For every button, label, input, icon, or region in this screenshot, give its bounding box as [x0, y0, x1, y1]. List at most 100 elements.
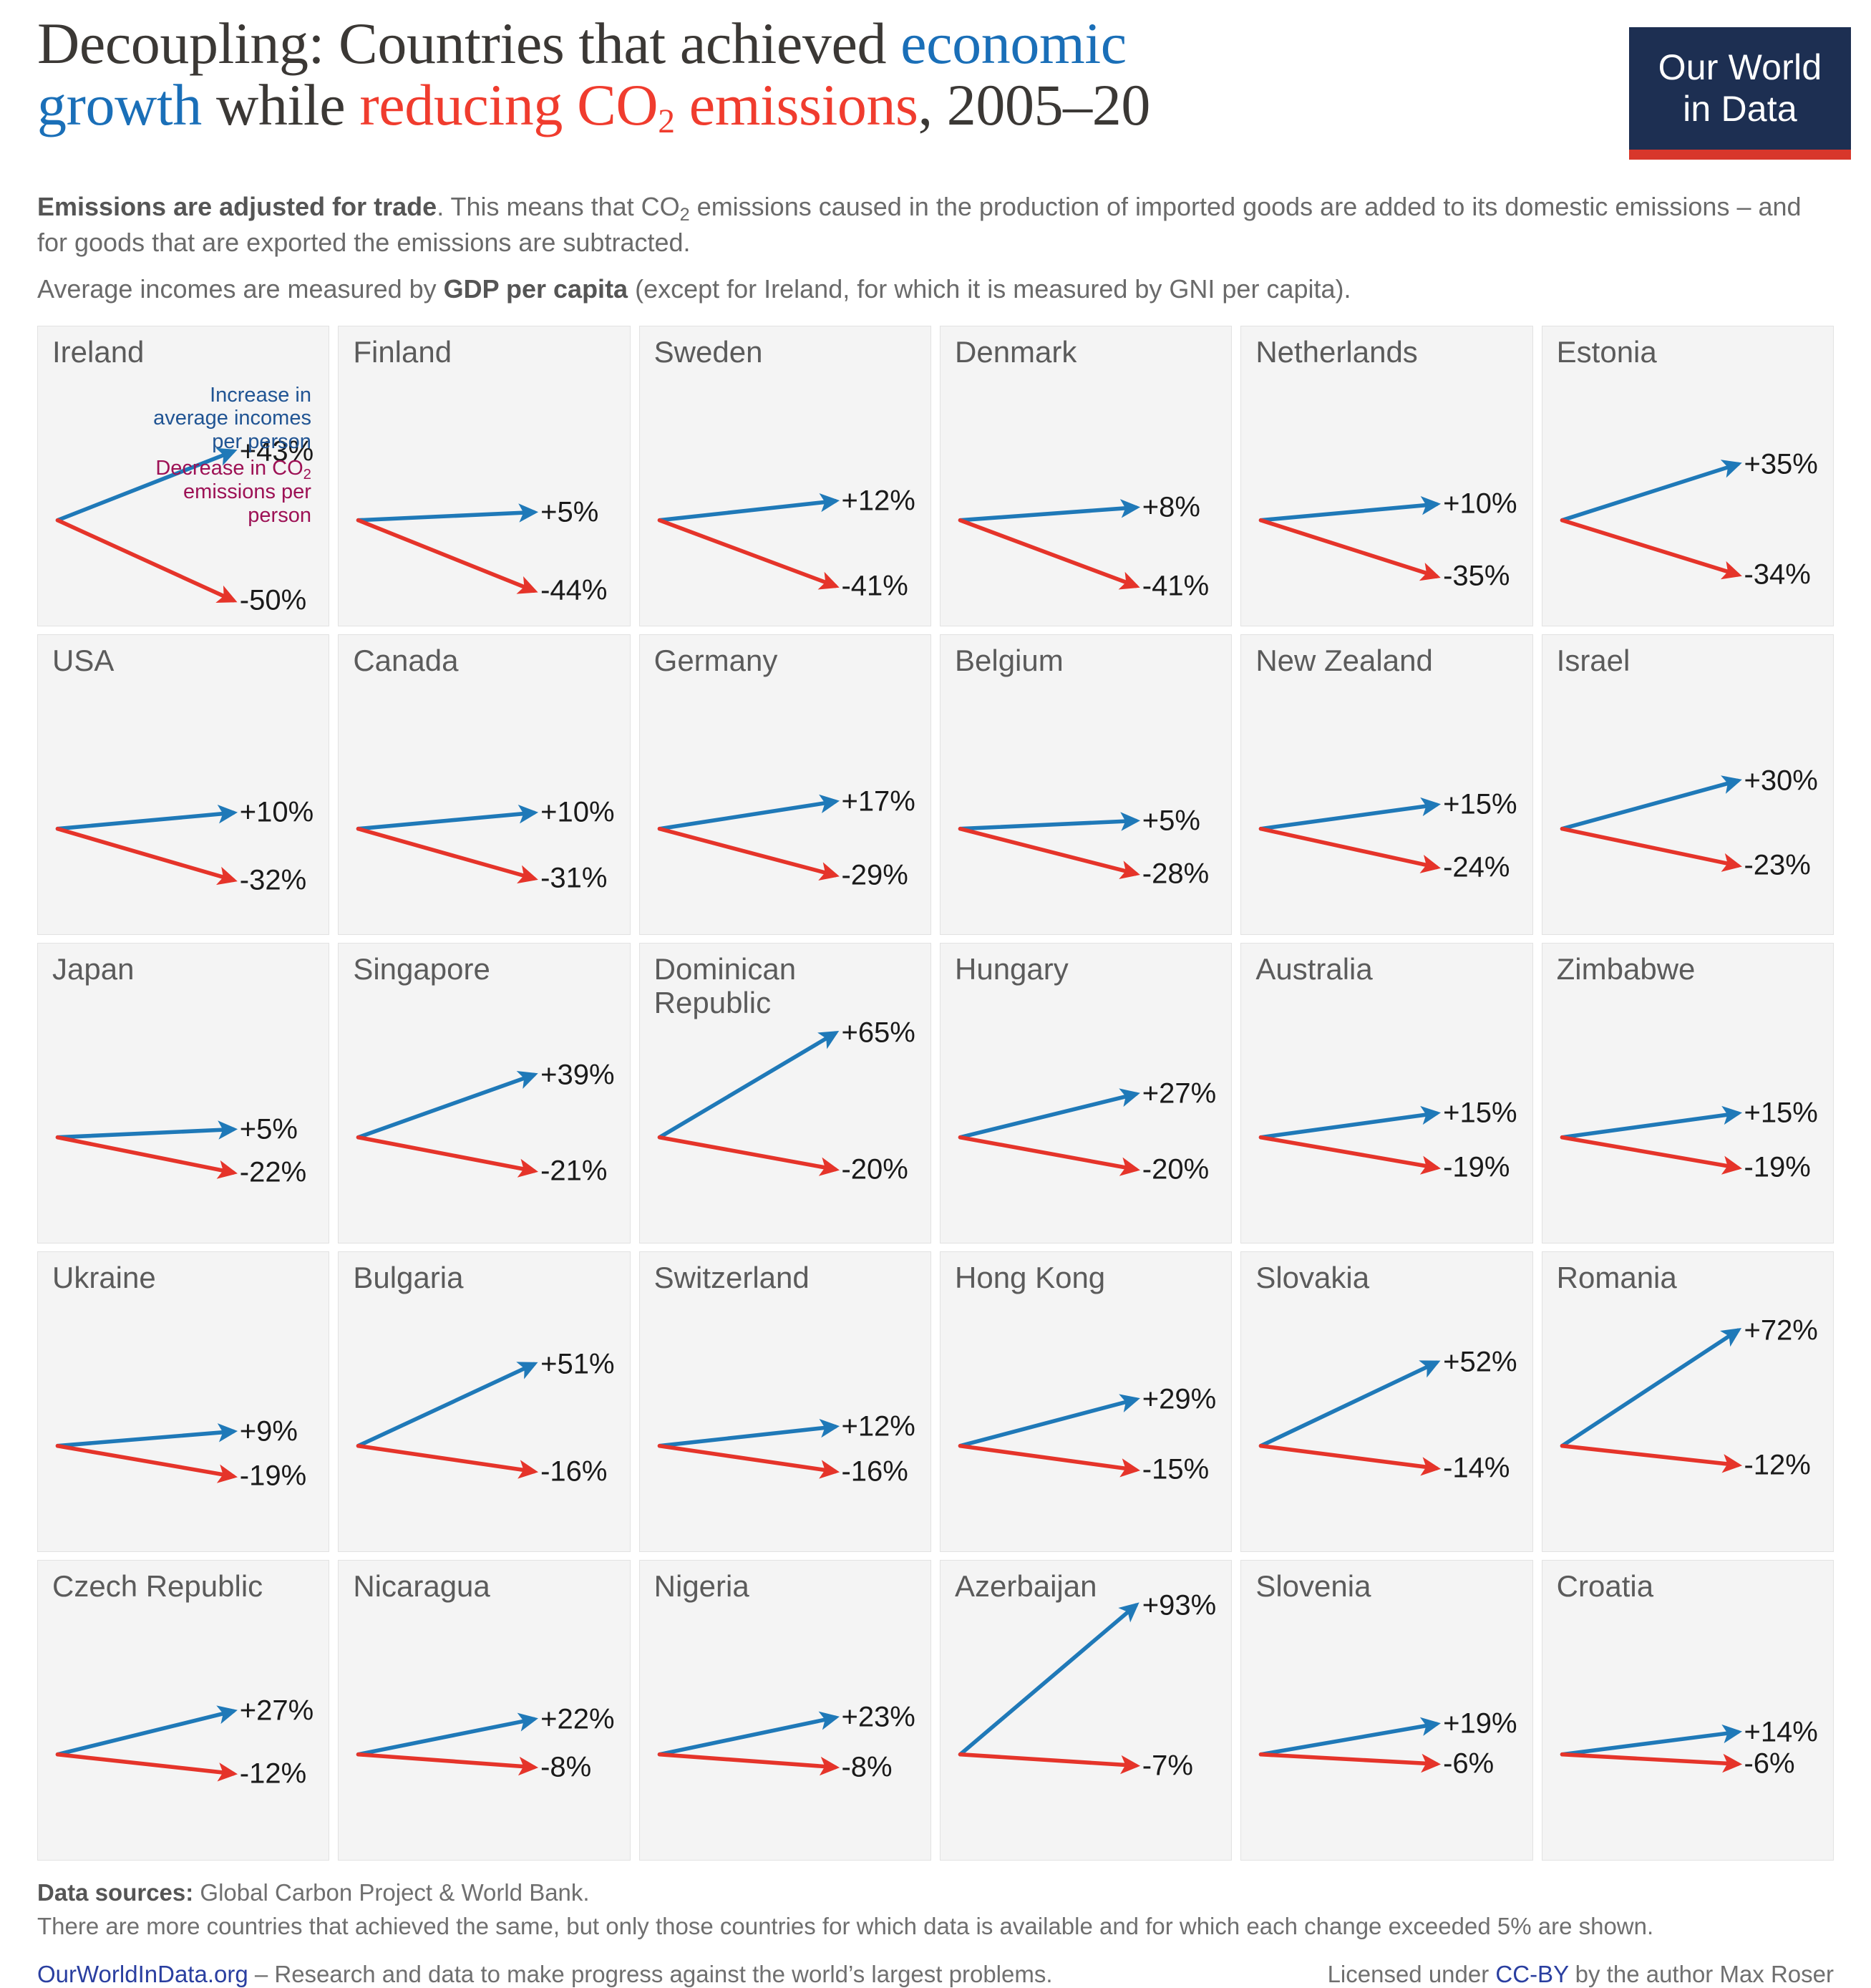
country-panel[interactable]: Singapore +39% -21% — [338, 943, 631, 1244]
co2-arrow — [1259, 827, 1442, 874]
country-panel[interactable]: New Zealand +15% -24% — [1240, 634, 1533, 936]
country-panel[interactable]: Hungary +27% -20% — [940, 943, 1233, 1244]
country-panel[interactable]: Australia +15% -19% — [1240, 943, 1533, 1244]
country-panel[interactable]: Romania +72% -12% — [1541, 1251, 1834, 1553]
income-change-label: +10% — [239, 796, 314, 828]
country-panel[interactable]: USA +10% -32% — [37, 634, 330, 936]
co2-arrow — [1259, 1135, 1442, 1175]
footer-note: There are more countries that achieved t… — [37, 1913, 1654, 1940]
panel-arrows — [958, 1394, 1141, 1478]
panel-country-name: Ukraine — [52, 1261, 156, 1295]
panel-country-name: Netherlands — [1255, 335, 1418, 369]
panel-country-name: Dominican Republic — [653, 952, 797, 1020]
income-change-label: +65% — [841, 1017, 915, 1049]
panel-country-name: Australia — [1255, 952, 1373, 986]
co2-change-label: -44% — [540, 574, 608, 606]
owid-logo-line1: Our World — [1658, 47, 1822, 87]
footer-right: Licensed under CC‑BY by the author Max R… — [1328, 1961, 1834, 1988]
income-change-label: +15% — [1744, 1097, 1818, 1129]
income-arrow — [958, 1394, 1140, 1448]
income-change-label: +19% — [1443, 1707, 1517, 1740]
country-panel[interactable]: Croatia +14% -6% — [1541, 1560, 1834, 1861]
license-author: by the author Max Roser — [1568, 1960, 1834, 1987]
panel-country-name: Slovenia — [1255, 1569, 1371, 1604]
title-segment-1: Decoupling: Countries that achieved — [37, 11, 901, 76]
income-arrow — [1259, 797, 1442, 831]
income-arrow — [657, 1031, 839, 1140]
income-arrow — [657, 493, 840, 523]
title-segment-while: while — [201, 72, 360, 138]
income-change-label: +43% — [239, 435, 314, 467]
income-change-label: +29% — [1142, 1383, 1217, 1415]
country-panel[interactable]: Germany +17% -29% — [638, 634, 931, 936]
cc-by-link[interactable]: CC‑BY — [1495, 1960, 1569, 1987]
income-change-label: +10% — [540, 796, 615, 828]
income-arrow — [55, 1120, 238, 1140]
co2-change-label: -6% — [1744, 1747, 1795, 1780]
income-change-label: +27% — [1142, 1077, 1217, 1110]
panel-arrows — [1560, 1725, 1742, 1773]
country-panel[interactable]: Canada +10% -31% — [338, 634, 631, 936]
panel-country-name: Bulgaria — [353, 1261, 464, 1295]
country-panel[interactable]: Slovakia +52% -14% — [1240, 1251, 1533, 1553]
panel-country-name: Nicaragua — [353, 1569, 490, 1604]
country-panel[interactable]: Ireland +43% -50% Increase in average income… — [37, 326, 330, 627]
country-panel[interactable]: Slovenia +19% -6% — [1240, 1560, 1533, 1861]
country-panel[interactable]: Nicaragua +22% -8% — [338, 1560, 631, 1861]
income-arrow — [356, 503, 539, 523]
income-arrow — [55, 805, 238, 831]
country-panel[interactable]: Hong Kong +29% -15% — [940, 1251, 1233, 1553]
country-panel[interactable]: Denmark +8% -41% — [940, 326, 1233, 627]
income-arrow — [356, 1712, 539, 1757]
country-panel[interactable]: Bulgaria +51% -16% — [338, 1251, 631, 1553]
panel-arrows — [55, 1120, 238, 1179]
co2-arrow — [657, 518, 840, 590]
income-arrow — [1259, 496, 1442, 523]
country-panel[interactable]: Finland +5% -44% — [338, 326, 631, 627]
country-panel[interactable]: Czech Republic +27% -12% — [37, 1560, 330, 1861]
country-panel[interactable]: Zimbabwe +15% -19% — [1541, 943, 1834, 1244]
co2-arrow — [356, 1135, 539, 1178]
country-panel[interactable]: Japan +5% -22% — [37, 943, 330, 1244]
income-arrow — [1560, 1725, 1742, 1757]
income-change-label: +5% — [1142, 805, 1200, 837]
title-co2-text: reducing CO — [359, 72, 659, 138]
country-panel[interactable]: Azerbaijan +93% -7% — [940, 1560, 1233, 1861]
income-arrow — [1560, 775, 1742, 831]
owid-logo-badge[interactable]: Our World in Data — [1629, 27, 1851, 160]
legend-income-annotation: Increase in average incomes per person — [131, 384, 311, 454]
country-panel[interactable]: Belgium +5% -28% — [940, 634, 1233, 936]
co2-change-label: -16% — [841, 1455, 908, 1488]
co2-arrow — [55, 1752, 238, 1782]
page-title: Decoupling: Countries that achieved econ… — [37, 11, 1598, 139]
panel-country-name: Croatia — [1556, 1569, 1654, 1604]
income-change-label: +35% — [1744, 448, 1818, 480]
panel-arrows — [1560, 775, 1742, 873]
co2-arrow — [55, 1444, 238, 1483]
co2-arrow — [657, 1135, 840, 1176]
panel-country-name: Hong Kong — [955, 1261, 1106, 1295]
country-panel[interactable]: Netherlands +10% -35% — [1240, 326, 1533, 627]
legend-co2-annotation: Decrease in CO2 emissions per person — [131, 457, 311, 527]
panel-country-name: Finland — [353, 335, 452, 369]
co2-change-label: -20% — [1142, 1153, 1210, 1185]
subtitle-emissions-rest: emissions caused in the production of im… — [37, 192, 1802, 258]
owid-site-link[interactable]: OurWorldInData.org — [37, 1960, 248, 1987]
co2-change-label: -41% — [1142, 570, 1210, 602]
co2-arrow — [55, 827, 238, 886]
country-panel[interactable]: Sweden +12% -41% — [638, 326, 931, 627]
title-segment-economic: economic — [900, 11, 1127, 76]
panel-country-name: Romania — [1556, 1261, 1677, 1295]
country-panel[interactable]: Nigeria +23% -8% — [638, 1560, 931, 1861]
country-panel[interactable]: Estonia +35% -34% — [1541, 326, 1834, 627]
country-panel[interactable]: Ukraine +9% -19% — [37, 1251, 330, 1553]
income-arrow — [657, 794, 840, 831]
country-panel[interactable]: Dominican Republic +65% -20% — [638, 943, 931, 1244]
co2-change-label: -28% — [1142, 858, 1210, 890]
income-arrow — [958, 1602, 1139, 1757]
panel-arrows — [1259, 496, 1442, 581]
subtitle-emissions-bold: Emissions are adjusted for trade — [37, 192, 437, 221]
income-change-label: +14% — [1744, 1716, 1818, 1748]
country-panel[interactable]: Switzerland +12% -16% — [638, 1251, 931, 1553]
country-panel[interactable]: Israel +30% -23% — [1541, 634, 1834, 936]
